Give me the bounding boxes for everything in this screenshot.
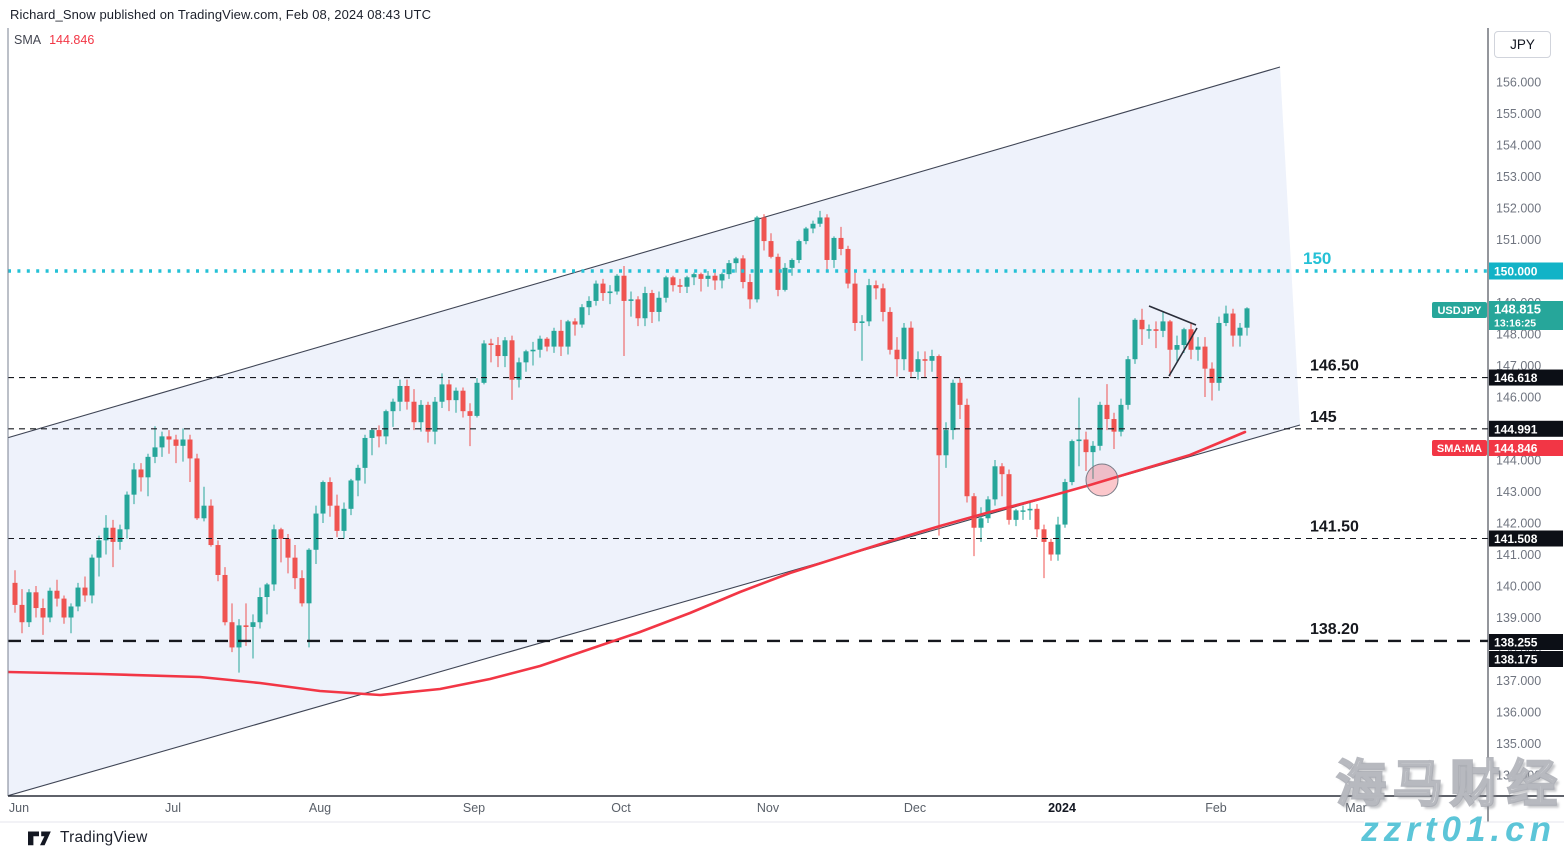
- horizontal-levels[interactable]: 150 146.50 145 141.50 138.20: [8, 249, 1488, 643]
- level-label-146.50: 146.50: [1310, 358, 1359, 375]
- time-axis-label-Feb: Feb: [1205, 801, 1227, 815]
- price-tick-154: 154.000: [1496, 139, 1541, 153]
- svg-text:141.508: 141.508: [1494, 532, 1538, 546]
- axis-label-138175[interactable]: [1489, 651, 1563, 667]
- highlight-circle[interactable]: [1085, 463, 1119, 497]
- price-tick-151: 151.000: [1496, 233, 1541, 247]
- svg-text:USDJPY: USDJPY: [1437, 305, 1482, 317]
- sma-legend[interactable]: SMA 144.846: [14, 33, 94, 47]
- axis-label-sma-value[interactable]: [1489, 440, 1563, 456]
- axis-label-138255[interactable]: [1489, 634, 1563, 650]
- price-tick-135: 135.000: [1496, 737, 1541, 751]
- currency-button[interactable]: JPY: [1494, 31, 1551, 58]
- price-tick-143: 143.000: [1496, 485, 1541, 499]
- level-label-141.50: 141.50: [1310, 518, 1359, 535]
- price-tick-156: 156.000: [1496, 76, 1541, 90]
- tradingview-logo-icon: [28, 831, 51, 845]
- candlestick-series: [12, 210, 1250, 673]
- price-tick-155: 155.000: [1496, 107, 1541, 121]
- price-scale[interactable]: 156.000 155.000 154.000 153.000 152.000 151.0…: [1432, 76, 1563, 783]
- time-axis-label-2024: 2024: [1048, 801, 1076, 815]
- chart-frame: [0, 28, 1564, 823]
- svg-text:146.618: 146.618: [1494, 371, 1538, 385]
- level-label-138.20: 138.20: [1310, 621, 1359, 638]
- price-tick-141: 141.000: [1496, 548, 1541, 562]
- axis-label-last-price[interactable]: [1489, 301, 1563, 330]
- tradingview-brand-label: TradingView: [60, 829, 148, 846]
- annotations[interactable]: [1085, 305, 1198, 497]
- time-scale[interactable]: Jun Jul Aug Sep Oct Nov Dec 2024 Feb Mar: [9, 801, 1367, 815]
- sma-tag[interactable]: [1432, 440, 1487, 456]
- time-axis-label-Mar: Mar: [1345, 801, 1367, 815]
- level-label-150: 150: [1303, 249, 1331, 268]
- level-label-145: 145: [1310, 409, 1337, 426]
- svg-text:148.815: 148.815: [1494, 302, 1541, 317]
- time-axis-label-Jul: Jul: [165, 801, 181, 815]
- svg-text:144.991: 144.991: [1494, 422, 1538, 436]
- publish-info: Richard_Snow published on TradingView.co…: [10, 7, 432, 22]
- axis-label-144991[interactable]: [1489, 420, 1563, 437]
- time-axis-label-Dec: Dec: [904, 801, 926, 815]
- price-tick-134: 134.000: [1496, 769, 1541, 783]
- time-axis-label-Oct: Oct: [611, 801, 631, 815]
- axis-label-141508[interactable]: [1489, 530, 1563, 547]
- svg-text:138.255: 138.255: [1494, 636, 1538, 650]
- watermark-site-name: 海马财经: [1335, 755, 1564, 813]
- price-tick-136: 136.000: [1496, 706, 1541, 720]
- price-tick-144: 144.000: [1496, 454, 1541, 468]
- price-tick-140: 140.000: [1496, 580, 1541, 594]
- axis-label-146618[interactable]: [1489, 369, 1563, 386]
- svg-text:138.175: 138.175: [1494, 653, 1538, 667]
- svg-text:SMA:MA: SMA:MA: [1437, 443, 1482, 455]
- symbol-tag-usdjpy[interactable]: [1432, 302, 1487, 318]
- price-tick-147: 147.000: [1496, 359, 1541, 373]
- sma-line: [8, 430, 1247, 697]
- wedge-trendline[interactable]: [1168, 327, 1198, 377]
- price-tick-152: 152.000: [1496, 202, 1541, 216]
- tradingview-logo[interactable]: TradingView: [28, 829, 148, 847]
- time-axis-label-Jun: Jun: [9, 801, 29, 815]
- svg-text:13:16:25: 13:16:25: [1494, 318, 1536, 330]
- watermark-site-url: zzrt01.cn: [1361, 810, 1556, 849]
- price-tick-148: 148.000: [1496, 328, 1541, 342]
- time-axis-label-Aug: Aug: [309, 801, 331, 815]
- axis-label-150[interactable]: [1489, 262, 1563, 280]
- price-tick-137: 137.000: [1496, 674, 1541, 688]
- price-tick-142: 142.000: [1496, 517, 1541, 531]
- svg-text:150.000: 150.000: [1494, 265, 1538, 279]
- wedge-trendline[interactable]: [1148, 305, 1197, 326]
- trend-channel[interactable]: [0, 66, 1301, 798]
- sma-legend-value: 144.846: [49, 33, 95, 47]
- time-axis-label-Sep: Sep: [463, 801, 485, 815]
- time-axis-label-Nov: Nov: [757, 801, 780, 815]
- sma-legend-label: SMA: [14, 33, 42, 47]
- price-tick-153: 153.000: [1496, 170, 1541, 184]
- price-tick-146: 146.000: [1496, 391, 1541, 405]
- price-tick-139: 139.000: [1496, 611, 1541, 625]
- svg-text:144.846: 144.846: [1494, 442, 1538, 456]
